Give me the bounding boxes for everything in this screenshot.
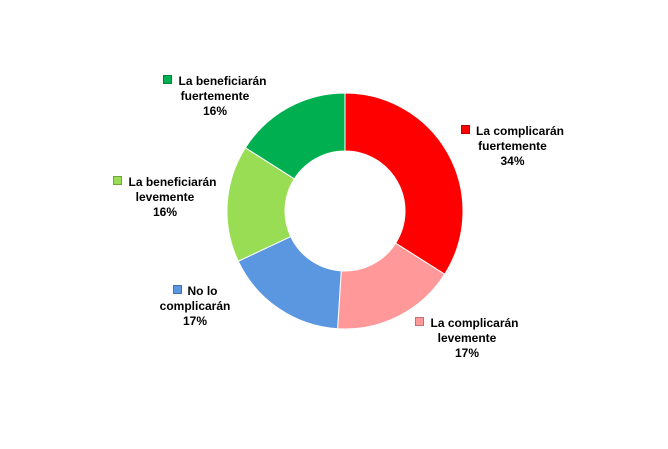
legend-marker: [163, 75, 173, 84]
donut-slice: [244, 92, 346, 180]
value-label: 16%: [152, 205, 178, 219]
category-text: La beneficiarán fuertemente: [178, 74, 267, 103]
slice-label: La complicarán levemente 17%: [412, 316, 522, 361]
legend-marker: [415, 317, 425, 326]
label-category: La beneficiarán fuertemente: [150, 74, 280, 104]
value-label: 17%: [454, 346, 480, 360]
value-label: 34%: [500, 154, 525, 168]
category-text: La complicarán levemente: [430, 316, 519, 345]
label-category: La complicarán levemente: [412, 316, 522, 346]
slice-label: No lo complicarán 17%: [150, 284, 240, 329]
donut-slice: [344, 92, 464, 275]
category-text: No lo complicarán: [159, 284, 231, 313]
slice-label: La beneficiarán levemente 16%: [100, 175, 230, 220]
legend-marker: [460, 125, 470, 134]
label-category: No lo complicarán: [150, 284, 240, 314]
slice-label: La beneficiarán fuertemente 16%: [150, 74, 280, 119]
value-label: 16%: [202, 104, 228, 118]
label-category: La beneficiarán levemente: [100, 175, 230, 205]
legend-marker: [113, 176, 123, 185]
label-category: La complicarán fuertemente: [455, 124, 570, 154]
category-text: La complicarán fuertemente: [475, 124, 565, 153]
category-text: La beneficiarán levemente: [128, 175, 217, 204]
slice-label: La complicarán fuertemente 34%: [455, 124, 570, 169]
legend-marker: [172, 285, 182, 294]
value-label: 17%: [182, 314, 208, 328]
